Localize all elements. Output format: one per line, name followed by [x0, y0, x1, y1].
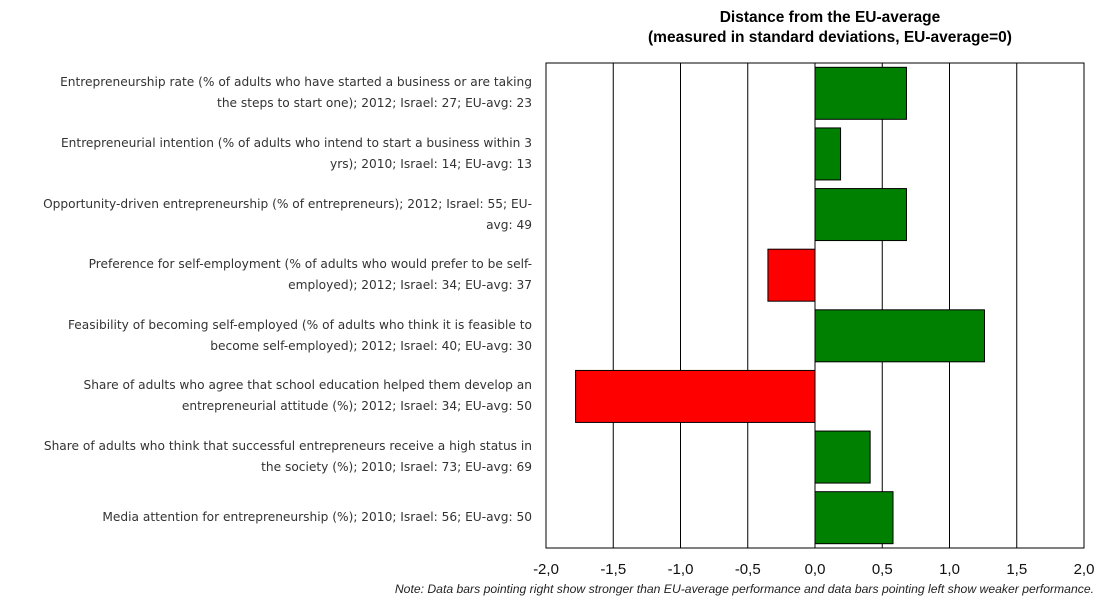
- category-label-line: the steps to start one); 2012; Israel: 2…: [217, 96, 532, 111]
- category-label: Entrepreneurial intention (% of adults w…: [0, 133, 532, 175]
- x-tick-label: 2,0: [1074, 561, 1095, 578]
- category-label-line: Entrepreneurship rate (% of adults who h…: [60, 75, 532, 90]
- x-tick-label: -0,5: [735, 561, 761, 578]
- category-label-line: the society (%); 2010; Israel: 73; EU-av…: [261, 460, 532, 475]
- category-label-line: Share of adults who think that successfu…: [43, 439, 532, 454]
- x-tick-label: 1,0: [939, 561, 960, 578]
- chart-title: Distance from the EU-average (measured i…: [560, 8, 1098, 48]
- plot-area-frame: [545, 62, 1085, 549]
- category-label-line: Media attention for entrepreneurship (%)…: [102, 510, 532, 525]
- category-label-line: Feasibility of becoming self-employed (%…: [67, 317, 532, 332]
- category-label: Feasibility of becoming self-employed (%…: [0, 315, 532, 357]
- category-label-line: entrepreneurial attitude (%); 2012; Isra…: [181, 399, 532, 414]
- bar: [814, 309, 985, 363]
- x-tick-label: -1,0: [668, 561, 694, 578]
- category-label-line: yrs); 2010; Israel: 14; EU-avg: 13: [329, 156, 532, 171]
- category-label: Opportunity-driven entrepreneurship (% o…: [0, 194, 532, 236]
- category-label: Share of adults who think that successfu…: [0, 436, 532, 478]
- bar: [814, 491, 894, 545]
- chart-title-line-2: (measured in standard deviations, EU-ave…: [648, 29, 1012, 46]
- bar: [814, 127, 842, 181]
- category-label-line: become self-employed); 2012; Israel: 40;…: [210, 338, 532, 353]
- category-label: Entrepreneurship rate (% of adults who h…: [0, 72, 532, 114]
- x-tick-label: 1,5: [1006, 561, 1027, 578]
- category-label-line: Opportunity-driven entrepreneurship (% o…: [43, 196, 532, 211]
- category-label-line: Share of adults who agree that school ed…: [83, 378, 532, 393]
- category-label-line: employed); 2012; Israel: 34; EU-avg: 37: [288, 278, 532, 293]
- category-label: Preference for self-employment (% of adu…: [0, 254, 532, 296]
- bar: [814, 188, 907, 242]
- category-label-line: avg: 49: [486, 217, 532, 232]
- bar: [767, 248, 816, 302]
- x-tick-label: 0,0: [805, 561, 826, 578]
- x-tick-label: 0,5: [872, 561, 893, 578]
- x-tick-label: -1,5: [600, 561, 626, 578]
- bar: [575, 369, 816, 423]
- chart-note: Note: Data bars pointing right show stro…: [394, 582, 1094, 596]
- bar: [814, 66, 907, 120]
- category-label: Share of adults who agree that school ed…: [0, 375, 532, 417]
- category-label-line: Entrepreneurial intention (% of adults w…: [60, 135, 532, 150]
- category-label: Media attention for entrepreneurship (%)…: [0, 507, 532, 528]
- x-tick-label: -2,0: [533, 561, 559, 578]
- category-label-line: Preference for self-employment (% of adu…: [88, 257, 532, 272]
- chart-title-line-1: Distance from the EU-average: [719, 9, 941, 26]
- bar: [814, 430, 871, 484]
